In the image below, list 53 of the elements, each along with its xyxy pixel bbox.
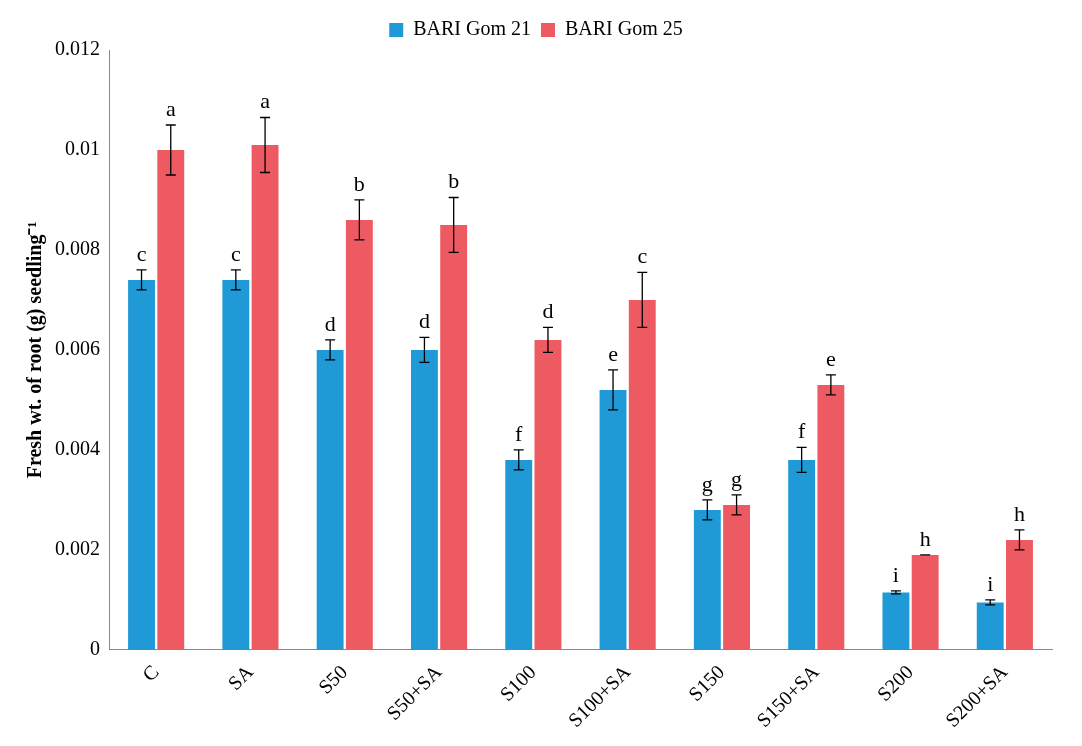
bar	[128, 279, 155, 650]
bar	[440, 224, 468, 650]
data-label: f	[515, 420, 524, 446]
bar	[599, 389, 627, 650]
data-label: f	[797, 418, 806, 444]
x-tick-label: S50	[313, 660, 352, 698]
bar	[882, 592, 910, 650]
bar	[222, 279, 250, 650]
data-label: a	[260, 88, 271, 114]
bar	[316, 349, 344, 650]
data-label: g	[731, 465, 743, 491]
data-label: e	[825, 345, 836, 371]
x-tick-label: SA	[223, 659, 258, 695]
bar	[976, 602, 1004, 650]
data-label: g	[701, 470, 713, 496]
y-axis-title: Fresh wt. of root (g) seedling⁻¹	[23, 221, 47, 479]
data-label: b	[353, 170, 365, 196]
data-label: d	[542, 298, 554, 324]
data-label: a	[165, 95, 176, 121]
bar	[251, 144, 279, 650]
data-label: d	[324, 310, 336, 336]
bar	[345, 219, 373, 650]
data-label: i	[987, 570, 994, 596]
bar	[723, 504, 751, 650]
y-tick-label: 0	[90, 637, 100, 660]
data-label: h	[919, 525, 931, 551]
bar	[534, 339, 562, 650]
bar	[817, 384, 845, 650]
y-tick-label: 0.01	[65, 137, 100, 160]
bar	[505, 459, 533, 650]
data-label: e	[608, 340, 618, 366]
data-label: d	[418, 308, 430, 334]
data-label: c	[637, 243, 648, 269]
bar	[911, 554, 939, 650]
y-tick-label: 0.002	[55, 537, 100, 560]
bar	[1006, 539, 1033, 650]
bar	[410, 349, 438, 650]
bar	[157, 149, 185, 650]
bar	[788, 459, 816, 650]
data-label: i	[892, 561, 899, 587]
data-label: b	[448, 168, 460, 194]
y-tick-label: 0.012	[55, 37, 100, 60]
y-tick-label: 0.008	[55, 237, 100, 260]
data-label: c	[136, 240, 147, 266]
data-label: c	[230, 240, 241, 266]
bar	[628, 299, 656, 650]
legend-label: BARI Gom 21	[413, 17, 532, 40]
legend-label: BARI Gom 25	[565, 17, 683, 40]
y-tick-label: 0.004	[55, 437, 100, 460]
data-label: h	[1013, 500, 1025, 526]
bar	[693, 509, 721, 650]
x-tick-label: C	[137, 660, 163, 686]
y-tick-label: 0.006	[55, 337, 100, 360]
